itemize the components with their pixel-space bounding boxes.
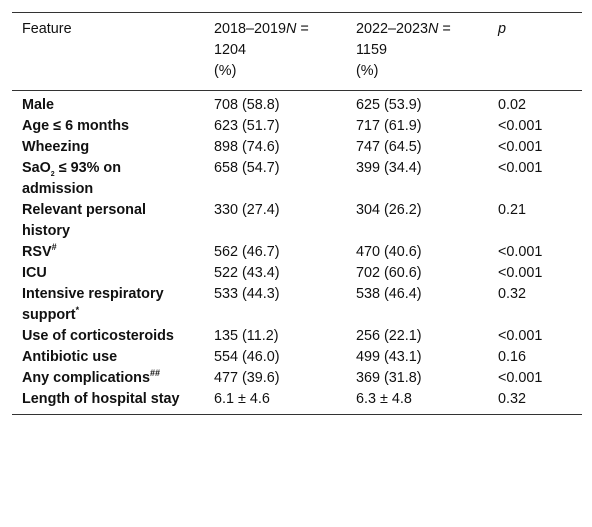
feature-cell: Age ≤ 6 months xyxy=(12,116,204,137)
feature-text: Wheezing xyxy=(22,139,90,155)
feature-cell: Intensive respiratory support* xyxy=(12,284,204,326)
value-cell: 702 (60.6) xyxy=(356,265,422,281)
header-count: = 1204 xyxy=(214,21,309,58)
value-cell: 625 (53.9) xyxy=(356,97,422,113)
table-row: Use of corticosteroids 135 (11.2) 256 (22.… xyxy=(12,326,582,347)
feature-text: Antibiotic use xyxy=(22,349,118,365)
feature-cell: Male xyxy=(12,91,204,117)
table-row: Age ≤ 6 months 623 (51.7) 717 (61.9) <0.001 xyxy=(12,116,582,137)
value-cell: <0.001 xyxy=(498,328,543,344)
feature-cell: Wheezing xyxy=(12,137,204,158)
value-cell: 0.32 xyxy=(498,286,527,302)
value-cell: 717 (61.9) xyxy=(356,118,422,134)
table-row: RSV# 562 (46.7) 470 (40.6) <0.001 xyxy=(12,242,582,263)
value-cell: 470 (40.6) xyxy=(356,244,422,260)
value-cell: <0.001 xyxy=(498,370,543,386)
feature-cell: Any complications## xyxy=(12,368,204,389)
value-cell: 6.1 ± 4.6 xyxy=(214,391,270,407)
superscript: # xyxy=(51,242,57,253)
value-cell: <0.001 xyxy=(498,244,543,260)
feature-text: RSV xyxy=(22,244,52,260)
table-row: Relevant personal history 330 (27.4) 304 (… xyxy=(12,200,582,242)
value-cell: 538 (46.4) xyxy=(356,286,422,302)
value-cell: 533 (44.3) xyxy=(214,286,280,302)
table-row: Length of hospital stay 6.1 ± 4.6 6.3 ± 4.… xyxy=(12,389,582,415)
value-cell: <0.001 xyxy=(498,265,543,281)
value-cell: 499 (43.1) xyxy=(356,349,422,365)
table-row: Antibiotic use 554 (46.0) 499 (43.1) 0.16 xyxy=(12,347,582,368)
value-cell: 554 (46.0) xyxy=(214,349,280,365)
value-cell: 0.32 xyxy=(498,391,527,407)
superscript: * xyxy=(75,305,80,316)
header-cell: 2018–2019N = 1204 (%) xyxy=(204,13,346,91)
header-cell: 2022–2023N = 1159 (%) xyxy=(346,13,488,91)
header-unit: (%) xyxy=(214,63,237,79)
header-n: N xyxy=(428,21,439,37)
feature-cell: Length of hospital stay xyxy=(12,389,204,415)
value-cell: 369 (31.8) xyxy=(356,370,422,386)
value-cell: 623 (51.7) xyxy=(214,118,280,134)
table-row: ICU 522 (43.4) 702 (60.6) <0.001 xyxy=(12,263,582,284)
value-cell: 522 (43.4) xyxy=(214,265,280,281)
feature-text: ICU xyxy=(22,265,47,281)
value-cell: 477 (39.6) xyxy=(214,370,280,386)
table-header: Feature 2018–2019N = 1204 (%) 2022–2023N = … xyxy=(12,12,582,91)
table-container: Feature 2018–2019N = 1204 (%) 2022–2023N = … xyxy=(12,12,582,415)
value-cell: 0.02 xyxy=(498,97,527,113)
feature-cell: Antibiotic use xyxy=(12,347,204,368)
table-row: Intensive respiratory support* 533 (44.3)… xyxy=(12,284,582,326)
feature-text: SaO xyxy=(22,160,51,176)
value-cell: <0.001 xyxy=(498,139,543,155)
feature-text: Intensive respiratory support xyxy=(22,286,164,323)
feature-text: Relevant personal history xyxy=(22,202,146,239)
value-cell: 898 (74.6) xyxy=(214,139,280,155)
value-cell: 256 (22.1) xyxy=(356,328,422,344)
table-row: Any complications## 477 (39.6) 369 (31.8) <… xyxy=(12,368,582,389)
value-cell: 6.3 ± 4.8 xyxy=(356,391,412,407)
header-n: N xyxy=(286,21,297,37)
table-row: Male 708 (58.8) 625 (53.9) 0.02 xyxy=(12,91,582,117)
header-years: 2022–2023 xyxy=(356,21,429,37)
value-cell: 135 (11.2) xyxy=(214,328,279,344)
header-unit: (%) xyxy=(356,63,379,79)
header-cell: p xyxy=(488,13,582,91)
feature-cell: SaO2 ≤ 93% on admission xyxy=(12,158,204,200)
feature-text: Use of corticosteroids xyxy=(22,328,174,344)
header-text: Feature xyxy=(22,21,72,37)
header-text: p xyxy=(498,21,507,37)
feature-text: Any complications xyxy=(22,370,150,386)
feature-cell: ICU xyxy=(12,263,204,284)
value-cell: 658 (54.7) xyxy=(214,160,280,176)
table: Feature 2018–2019N = 1204 (%) 2022–2023N = … xyxy=(12,12,582,415)
feature-text: Length of hospital stay xyxy=(22,391,180,407)
feature-cell: Use of corticosteroids xyxy=(12,326,204,347)
feature-text: Male xyxy=(22,97,54,113)
value-cell: <0.001 xyxy=(498,160,543,176)
table-row: SaO2 ≤ 93% on admission 658 (54.7) 399 (34… xyxy=(12,158,582,200)
value-cell: 0.16 xyxy=(498,349,527,365)
value-cell: 399 (34.4) xyxy=(356,160,422,176)
feature-cell: Relevant personal history xyxy=(12,200,204,242)
subscript: 2 xyxy=(50,170,55,178)
value-cell: 562 (46.7) xyxy=(214,244,280,260)
header-row: Feature 2018–2019N = 1204 (%) 2022–2023N = … xyxy=(12,12,582,91)
value-cell: 304 (26.2) xyxy=(356,202,422,218)
superscript: ## xyxy=(149,368,160,379)
feature-text: Age ≤ 6 months xyxy=(22,118,130,134)
value-cell: 330 (27.4) xyxy=(214,202,280,218)
value-cell: 0.21 xyxy=(498,202,527,218)
feature-text: ≤ 93% on admission xyxy=(22,160,121,197)
table-body: Male 708 (58.8) 625 (53.9) 0.02 Age ≤ 6 mont… xyxy=(12,91,582,415)
header-years: 2018–2019 xyxy=(214,21,287,37)
header-count: = 1159 xyxy=(356,21,451,58)
feature-cell: RSV# xyxy=(12,242,204,263)
header-cell: Feature xyxy=(12,13,204,91)
value-cell: 747 (64.5) xyxy=(356,139,422,155)
table-row: Wheezing 898 (74.6) 747 (64.5) <0.001 xyxy=(12,137,582,158)
value-cell: <0.001 xyxy=(498,118,543,134)
value-cell: 708 (58.8) xyxy=(214,97,280,113)
